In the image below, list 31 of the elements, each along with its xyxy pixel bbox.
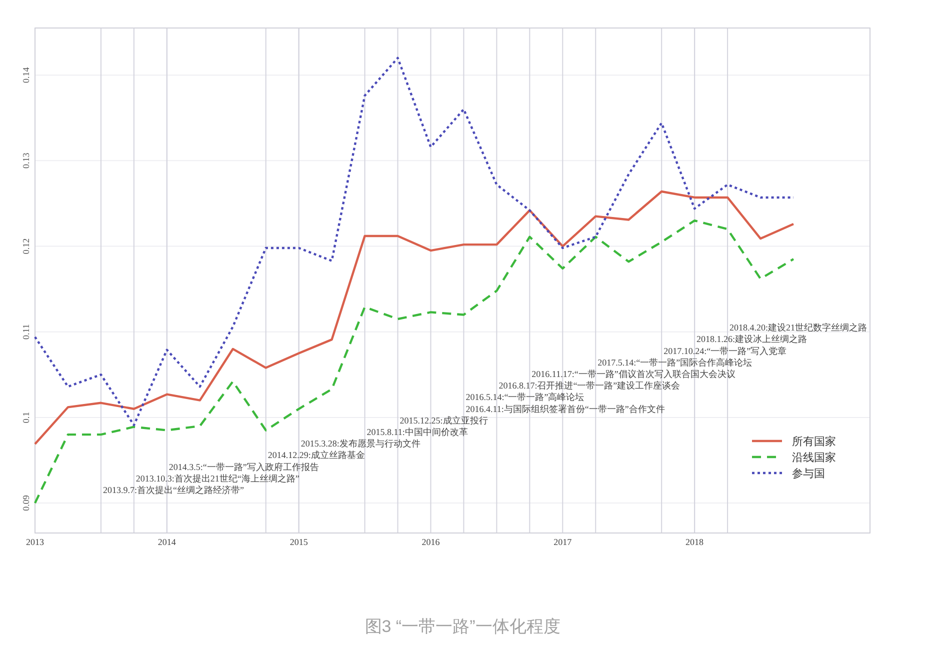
ref-line-label: 2013.9.7:首次提出“丝绸之路经济带” bbox=[102, 485, 244, 495]
caption: 图3 “一带一路”一体化程度 bbox=[364, 617, 560, 636]
y-tick-label: 0.12 bbox=[21, 238, 31, 254]
ref-line-label: 2016.11.17:“一带一路”倡议首次写入联合国大会决议 bbox=[532, 369, 736, 379]
y-tick-label: 0.13 bbox=[21, 152, 31, 169]
annotation: 2016.4.11:与国际组织签署首份“一带一路”合作文件 bbox=[466, 404, 665, 414]
legend-label: 参与国 bbox=[792, 467, 825, 480]
legend-label: 所有国家 bbox=[792, 435, 836, 448]
ref-line-label: 2017.5.14:“一带一路”国际合作高峰论坛 bbox=[598, 357, 752, 368]
ref-line-label: 2018.1.26:建设冰上丝绸之路 bbox=[696, 334, 808, 344]
ref-line-label: 2017.10.24:“一带一路”写入党章 bbox=[664, 346, 787, 356]
x-tick-label: 2016 bbox=[422, 537, 440, 547]
ref-line-label: 2015.3.28:发布愿景与行动文件 bbox=[300, 438, 420, 449]
ref-line-label: 2013.10.3:首次提出21世纪“海上丝绸之路” bbox=[136, 473, 300, 484]
x-tick-label: 2015 bbox=[290, 537, 308, 547]
x-tick-label: 2018 bbox=[686, 537, 704, 547]
ref-line-label: 2015.8.11:中国中间价改革 bbox=[366, 427, 468, 437]
x-tick-label: 2017 bbox=[554, 537, 572, 547]
ref-line-label: 2014.12.29:成立丝路基金 bbox=[268, 450, 365, 460]
ref-line-label: 2018.4.20:建设21世纪数字丝绸之路 bbox=[730, 322, 868, 333]
x-tick-label: 2013 bbox=[26, 537, 44, 547]
ref-line-label: 2015.12.25:成立亚投行 bbox=[400, 415, 488, 426]
y-tick-label: 0.14 bbox=[21, 66, 31, 83]
y-tick-label: 0.1 bbox=[21, 412, 31, 424]
ref-line-label: 2016.8.17:召开推进“一带一路”建设工作座谈会 bbox=[498, 380, 680, 391]
x-tick-label: 2014 bbox=[158, 537, 176, 547]
ref-line-label: 2014.3.5:“一带一路”写入政府工作报告 bbox=[168, 462, 319, 472]
legend-label: 沿线国家 bbox=[792, 451, 836, 464]
y-tick-label: 0.11 bbox=[21, 324, 31, 340]
y-tick-label: 0.09 bbox=[21, 494, 31, 511]
ref-line-label: 2016.5.14:“一带一路”高峰论坛 bbox=[466, 392, 584, 402]
